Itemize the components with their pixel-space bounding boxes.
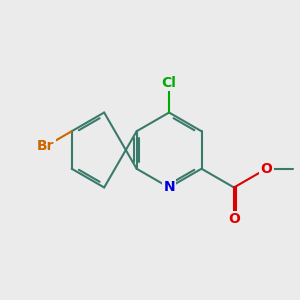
Text: N: N [163,181,175,194]
Text: O: O [228,212,240,226]
Text: Cl: Cl [162,76,176,89]
Text: O: O [260,162,272,176]
Text: Br: Br [37,139,55,153]
